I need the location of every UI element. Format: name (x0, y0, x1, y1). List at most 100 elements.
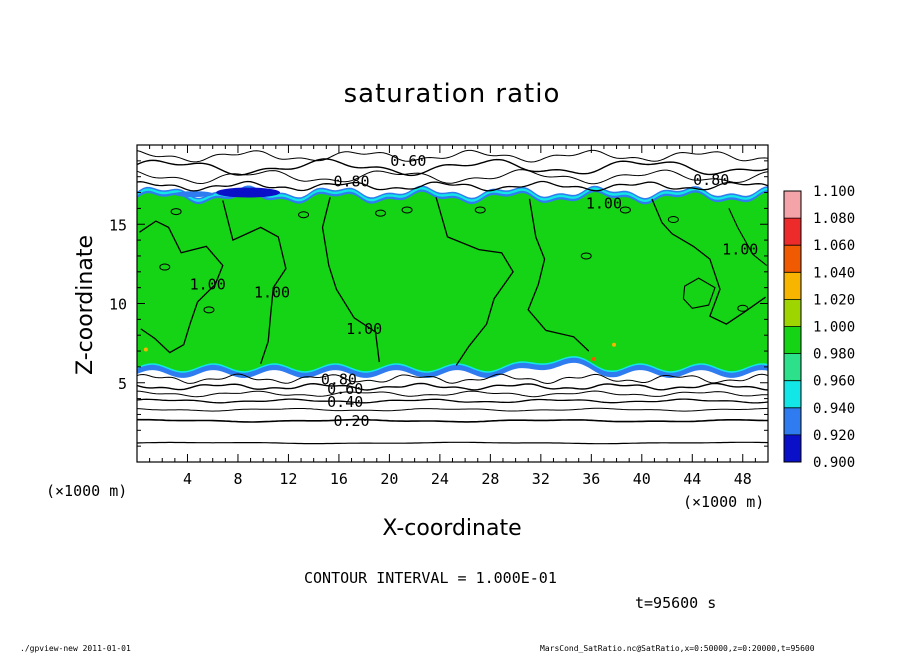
x-tick-label: 44 (683, 470, 701, 488)
contour-label: 1.00 (254, 283, 290, 301)
x-tick-label: 28 (481, 470, 499, 488)
lower-edge-cyan (137, 356, 768, 373)
contour-loop (580, 252, 592, 260)
contour-loop (203, 306, 215, 314)
colorbar-swatch (784, 299, 801, 327)
contour-line (136, 180, 769, 192)
colorbar-swatch (784, 191, 801, 219)
high-saturation-spot (591, 356, 596, 361)
contour-labels: 0.600.80 0.801.001.001.001.001.000.800.60… (190, 152, 759, 430)
contour-line (137, 418, 768, 423)
colorbar-swatch (784, 353, 801, 381)
contour-loop (667, 215, 679, 223)
contour-label: 0.40 (327, 393, 363, 411)
contour-line (222, 200, 287, 364)
low-saturation-blob (173, 191, 214, 198)
contour-label: 0.60 (390, 152, 426, 170)
contour-loop (375, 209, 387, 217)
y-axis-label: Z-coordinate (73, 235, 98, 375)
colorbar-swatch (784, 407, 801, 435)
high-saturation-spot (612, 342, 617, 347)
contour-line (321, 197, 380, 363)
y-unit-label: (×1000 m) (46, 482, 127, 500)
upper-edge-cyan (137, 187, 768, 202)
y-tick-label: 10 (109, 296, 127, 314)
contour-line (651, 198, 766, 325)
colorbar-label: 0.960 (813, 374, 855, 390)
time-label: t=95600 s (635, 594, 716, 612)
high-saturation-spot (143, 347, 148, 352)
x-unit-label: (×1000 m) (683, 493, 764, 511)
contour-lines (136, 149, 769, 445)
contour-line (136, 441, 769, 445)
colorbar-label: 1.080 (813, 211, 855, 227)
contour-loop (737, 304, 749, 312)
contour-line (682, 277, 716, 309)
colorbar-swatch (784, 272, 801, 300)
contour-label: 1.00 (190, 275, 226, 293)
colorbar-label: 1.040 (813, 265, 855, 281)
colorbar-swatch (784, 434, 801, 462)
colorbar-swatch (784, 245, 801, 273)
contour-line (136, 149, 769, 163)
x-tick-label: 12 (279, 470, 297, 488)
x-tick-label: 24 (431, 470, 449, 488)
x-axis: 4 8 12 16 20 24 28 32 36 40 44 48 (149, 145, 756, 488)
contour-line (136, 158, 769, 177)
contour-label: 0.60 (327, 380, 363, 398)
x-tick-label: 48 (734, 470, 752, 488)
footer-left: ./gpview-new 2011-01-01 (20, 644, 131, 653)
contour-line (136, 407, 769, 412)
colorbar-swatch (784, 380, 801, 408)
colorbar-swatch (784, 326, 801, 354)
footer-right: MarsCond_SatRatio.nc@SatRatio,x=0:50000,… (540, 644, 815, 653)
contour-line (728, 208, 768, 266)
chart-title: saturation ratio (344, 79, 561, 109)
contour-line (136, 398, 769, 404)
contour-label: 1.00 (586, 195, 622, 213)
colorbar-label: 1.000 (813, 320, 855, 336)
contour-label: 0.80 (321, 371, 357, 389)
contour-loop (298, 211, 310, 219)
x-axis-label: X-coordinate (382, 516, 521, 541)
colorbar-label: 0.900 (813, 455, 855, 471)
contour-loop (170, 208, 182, 216)
saturated-layer (137, 187, 768, 376)
contour-line (136, 373, 769, 385)
contour-line (139, 220, 224, 354)
low-saturation-blob (216, 187, 281, 198)
contour-line (435, 197, 514, 366)
x-tick-label: 32 (532, 470, 550, 488)
saturation-field (137, 185, 768, 378)
contour-loop (401, 206, 413, 214)
lower-edge-band (137, 357, 768, 378)
colorbar-label: 1.100 (813, 184, 855, 200)
contour-label: 0.20 (333, 412, 369, 430)
x-tick-label: 40 (633, 470, 651, 488)
colorbar-label: 0.920 (813, 428, 855, 444)
contour-interval-text: CONTOUR INTERVAL = 1.000E-01 (304, 569, 557, 587)
y-tick-label: 5 (118, 375, 127, 393)
colorbar-label: 0.980 (813, 347, 855, 363)
x-tick-label: 36 (582, 470, 600, 488)
contour-loop (474, 206, 486, 214)
x-tick-label: 4 (183, 470, 192, 488)
y-axis: 5 10 15 (109, 160, 768, 447)
x-tick-label: 16 (330, 470, 348, 488)
colorbar-label: 1.020 (813, 292, 855, 308)
y-tick-label: 15 (109, 216, 127, 234)
contour-line (527, 198, 590, 352)
contour-loop (619, 206, 631, 214)
colorbar-label: 1.060 (813, 238, 855, 254)
contour-label: 0.80 (333, 172, 369, 190)
contour-label: 0.80 (693, 171, 729, 189)
colorbar-swatch (784, 218, 801, 246)
contour-line (136, 390, 768, 398)
contour-line (136, 382, 769, 391)
x-tick-label: 8 (233, 470, 242, 488)
colorbar: 1.100 1.080 1.060 1.040 1.020 1.000 0.980 0.960… (783, 184, 855, 471)
colorbar-frame (783, 190, 802, 463)
x-tick-label: 20 (380, 470, 398, 488)
contour-label: 1.00 (346, 320, 382, 338)
